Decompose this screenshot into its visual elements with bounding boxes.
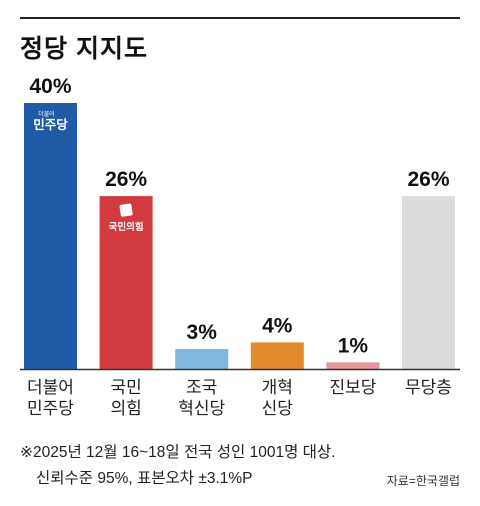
footnote-survey-info: ※2025년 12월 16~18일 전국 성인 1001명 대상. [20,444,336,461]
logo-text: 국민의힘 [109,221,144,233]
value-label: 26% [407,168,449,191]
source-credit: 자료=한국갤럽 [386,474,460,488]
category-label: 민주당 [27,399,74,418]
top-rule [20,17,460,19]
category-label: 신당 [262,399,294,418]
chart-title: 정당 지지도 [20,35,148,63]
bar [250,342,304,369]
bar [402,196,455,369]
logo-shape [119,203,133,217]
category-label: 혁신당 [178,399,225,418]
category-label: 의힘 [110,399,141,418]
category-label: 진보당 [329,378,376,397]
bar-chart: 40%더불어민주당26%국민의힘3%조국혁신당4%개혁신당1%진보당26%무당층… [20,75,460,418]
value-label: 40% [29,75,71,98]
logo-text: 민주당 [33,117,68,132]
bar [326,362,380,369]
category-label: 더불어 [27,378,74,397]
value-label: 26% [105,168,147,191]
category-label: 개혁 [262,378,293,397]
value-label: 3% [187,321,218,344]
footnote-margin-of-error: 신뢰수준 95%, 표본오차 ±3.1%P [36,470,253,487]
category-label: 무당층 [405,378,452,397]
value-label: 4% [262,314,293,337]
logo-small-text: 더불어 [38,110,55,118]
value-label: 1% [338,334,369,357]
bar [24,103,77,369]
category-label: 국민 [110,378,141,397]
bar [175,349,229,369]
category-label: 조국 [186,378,217,397]
bar [99,196,153,369]
